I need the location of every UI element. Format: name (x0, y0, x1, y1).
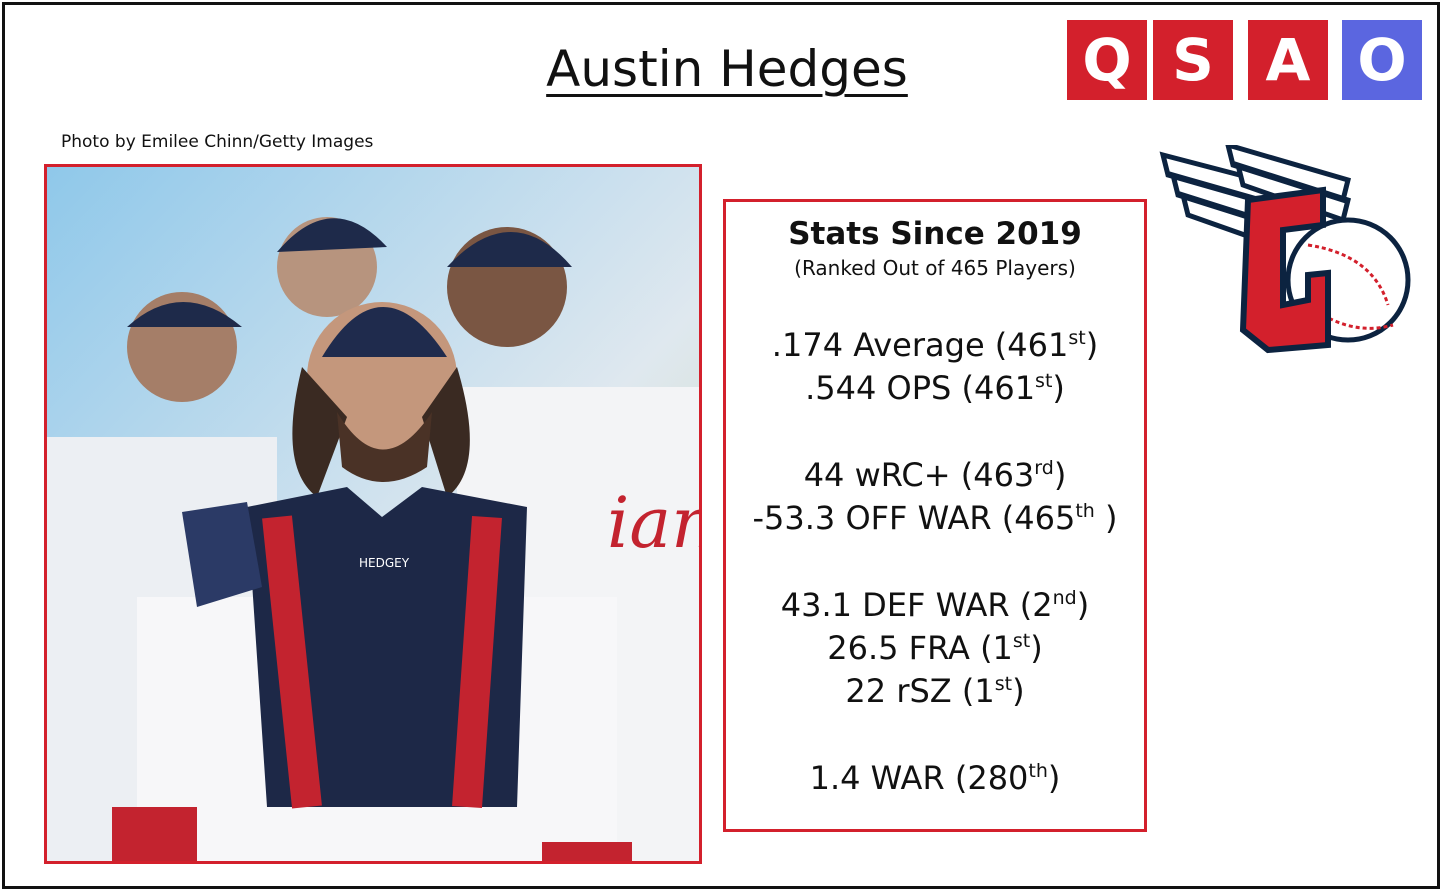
stat-close: ) (1076, 586, 1090, 624)
rank-suffix: st (994, 673, 1013, 695)
stat-close: ) (1053, 456, 1067, 494)
photo-image: ians HEDGEY (47, 167, 699, 861)
stat-text: .174 Average (461 (771, 326, 1069, 364)
team-logo (1159, 145, 1411, 354)
stat-close: ) (1030, 629, 1043, 667)
stats-subheading: (Ranked Out of 465 Players) (794, 256, 1076, 280)
logo-letter: A (1248, 20, 1328, 100)
stat-text: .544 OPS (461 (805, 369, 1036, 407)
logo-letter: Q (1067, 20, 1147, 100)
stat-text: 43.1 DEF WAR (2 (780, 586, 1053, 624)
rank-suffix: st (1012, 630, 1031, 652)
title: Austin Hedges (546, 40, 908, 98)
stat-text: -53.3 OFF WAR (465 (752, 499, 1076, 537)
stat-line: 22 rSZ (1st) (726, 670, 1144, 713)
photo: ians HEDGEY (44, 164, 702, 864)
stat-line: 43.1 DEF WAR (2nd) (726, 584, 1144, 627)
rank-suffix: st (1035, 370, 1053, 392)
stats-box: Stats Since 2019 (Ranked Out of 465 Play… (723, 199, 1147, 832)
stat-line: 26.5 FRA (1st) (726, 627, 1144, 670)
svg-text:ians: ians (607, 482, 699, 564)
stat-group: 1.4 WAR (280th) (726, 757, 1144, 800)
stat-line: .174 Average (461st) (726, 324, 1144, 367)
stat-text: 26.5 FRA (1 (827, 629, 1013, 667)
stat-text: 22 rSZ (1 (845, 672, 995, 710)
rank-suffix: nd (1052, 587, 1077, 609)
stats-heading: Stats Since 2019 (788, 216, 1082, 252)
stat-text: 1.4 WAR (280 (809, 759, 1029, 797)
stat-close: ) (1052, 369, 1065, 407)
stat-line: -53.3 OFF WAR (465th ) (726, 497, 1144, 540)
stat-line: .544 OPS (461st) (726, 367, 1144, 410)
stats-groups: .174 Average (461st) .544 OPS (461st) 44 w… (726, 324, 1144, 800)
stat-close: ) (1012, 672, 1025, 710)
stat-close: ) (1047, 759, 1061, 797)
logo-letter: O (1342, 20, 1422, 100)
stat-group: 43.1 DEF WAR (2nd) 26.5 FRA (1st) 22 rSZ (… (726, 584, 1144, 713)
rank-suffix: st (1068, 327, 1086, 349)
rank-suffix: rd (1034, 457, 1054, 479)
svg-text:HEDGEY: HEDGEY (359, 556, 410, 570)
stat-close: ) (1085, 326, 1099, 364)
stat-close: ) (1094, 499, 1118, 537)
logo-letter: S (1153, 20, 1233, 100)
stat-text: 44 wRC+ (463 (803, 456, 1035, 494)
stat-group: .174 Average (461st) .544 OPS (461st) (726, 324, 1144, 410)
stat-group: 44 wRC+ (463rd) -53.3 OFF WAR (465th ) (726, 454, 1144, 540)
stat-line: 44 wRC+ (463rd) (726, 454, 1144, 497)
rank-suffix: th (1028, 760, 1048, 782)
stat-line: 1.4 WAR (280th) (726, 757, 1144, 800)
rank-suffix: th (1075, 500, 1095, 522)
photo-credit: Photo by Emilee Chinn/Getty Images (61, 132, 374, 152)
